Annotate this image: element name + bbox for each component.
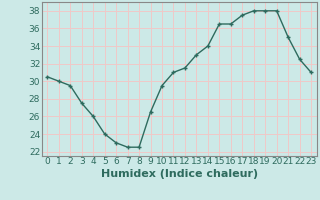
X-axis label: Humidex (Indice chaleur): Humidex (Indice chaleur) — [100, 169, 258, 179]
